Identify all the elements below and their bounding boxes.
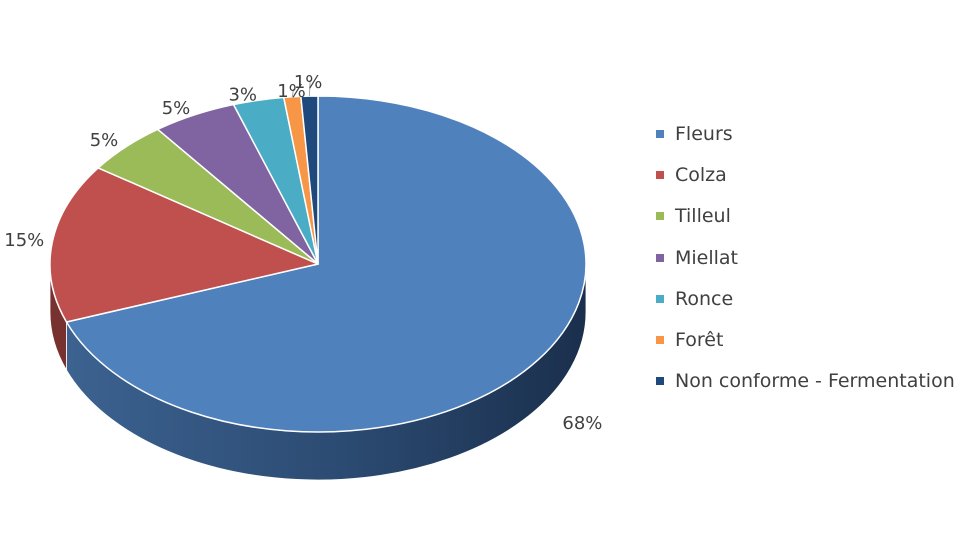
data-label-ronce: 3% <box>228 84 257 105</box>
leader-lines <box>291 80 311 97</box>
leader-line-non-conforme-fermentation <box>308 80 311 97</box>
legend-item-tilleul: Tilleul <box>656 196 955 237</box>
legend-label: Ronce <box>675 287 734 310</box>
legend-label: Forêt <box>675 329 724 352</box>
data-label-colza: 15% <box>4 230 44 251</box>
legend-swatch <box>656 129 664 138</box>
legend-item-non-conforme-fermentation: Non conforme - Fermentation <box>656 361 955 402</box>
data-label-miellat: 5% <box>162 98 191 119</box>
data-label-non-conforme-fermentation: 1% <box>294 72 323 93</box>
legend-item-ronce: Ronce <box>656 278 955 319</box>
legend-swatch <box>656 336 664 345</box>
legend-item-foret: Forêt <box>656 319 955 360</box>
legend-item-fleurs: Fleurs <box>656 113 955 154</box>
legend-item-colza: Colza <box>656 154 955 195</box>
pie-slice-fleurs <box>65 95 587 433</box>
legend-swatch <box>656 170 664 179</box>
legend-swatch <box>656 212 664 221</box>
data-label-fleurs: 68% <box>562 413 602 434</box>
data-label-foret: 1% <box>277 81 306 102</box>
pie-slice-colza <box>49 167 319 323</box>
data-labels: 68% 15% 5% 5% 3% 1%1% <box>4 72 602 434</box>
legend-label: Fleurs <box>675 122 733 145</box>
legend-label: Miellat <box>675 246 739 269</box>
leader-line-foret <box>291 88 294 97</box>
legend-label: Tilleul <box>675 205 731 228</box>
legend-swatch <box>656 294 664 303</box>
legend-swatch <box>656 253 664 262</box>
legend-swatch <box>656 377 664 386</box>
legend-label: Colza <box>675 163 727 186</box>
legend-label: Non conforme - Fermentation <box>675 370 955 393</box>
legend-item-miellat: Miellat <box>656 237 955 278</box>
pie-top-layer <box>49 95 587 433</box>
data-label-tilleul: 5% <box>90 130 119 151</box>
legend: Fleurs Colza Tilleul Miellat Ronce Forêt Non c… <box>656 113 955 402</box>
